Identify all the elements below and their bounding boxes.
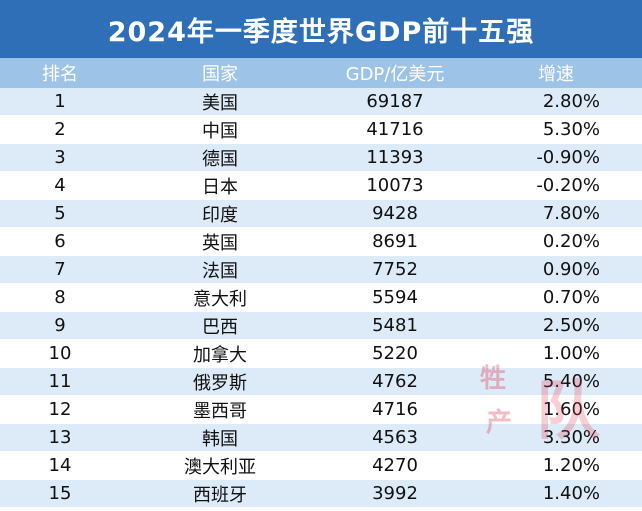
cell-gdp: 4716 <box>372 399 418 420</box>
cell-country: 澳大利亚 <box>184 456 256 478</box>
cell-gdp: 69187 <box>366 91 424 112</box>
cell-gdp: 5594 <box>372 287 418 308</box>
cell-growth: -0.20% <box>536 175 600 196</box>
cell-gdp: 11393 <box>366 147 424 168</box>
cell-country: 巴西 <box>202 316 238 338</box>
table-row: 7 法国 7752 0.90% <box>0 256 642 284</box>
cell-growth: 5.30% <box>542 119 600 140</box>
cell-rank: 15 <box>48 483 72 504</box>
table-row: 1 美国 69187 2.80% <box>0 88 642 116</box>
table-row: 2 中国 41716 5.30% <box>0 116 642 144</box>
cell-growth: -0.90% <box>536 147 600 168</box>
header-growth: 增速 <box>538 64 574 85</box>
cell-country: 意大利 <box>193 288 247 310</box>
cell-rank: 5 <box>54 203 66 224</box>
cell-growth: 5.40% <box>542 371 600 392</box>
cell-rank: 2 <box>54 119 66 140</box>
table-row: 6 英国 8691 0.20% <box>0 228 642 256</box>
cell-country: 俄罗斯 <box>193 372 247 394</box>
cell-growth: 7.80% <box>542 203 600 224</box>
cell-gdp: 9428 <box>372 203 418 224</box>
header-country: 国家 <box>202 64 238 85</box>
table-body: 1 美国 69187 2.80% 2 中国 41716 5.30% 3 德国 11393 -0.90%… <box>0 88 642 511</box>
cell-growth: 1.20% <box>542 455 600 476</box>
cell-rank: 1 <box>54 91 66 112</box>
cell-country: 西班牙 <box>193 484 247 506</box>
cell-gdp: 4762 <box>372 371 418 392</box>
cell-rank: 11 <box>48 371 72 392</box>
cell-gdp: 5481 <box>372 315 418 336</box>
cell-gdp: 41716 <box>366 119 424 140</box>
cell-rank: 10 <box>48 343 72 364</box>
cell-rank: 14 <box>48 455 72 476</box>
cell-country: 英国 <box>202 232 238 254</box>
cell-country: 韩国 <box>202 428 238 450</box>
cell-rank: 8 <box>54 287 66 308</box>
cell-growth: 0.20% <box>542 231 600 252</box>
table-row: 10 加拿大 5220 1.00% <box>0 340 642 368</box>
cell-gdp: 3992 <box>372 483 418 504</box>
header-gdp: GDP/亿美元 <box>345 64 445 85</box>
cell-gdp: 10073 <box>366 175 424 196</box>
header-rank: 排名 <box>42 64 78 85</box>
cell-country: 美国 <box>202 92 238 114</box>
table-title: 2024年一季度世界GDP前十五强 <box>0 0 642 58</box>
table-row: 15 西班牙 3992 1.40% <box>0 480 642 508</box>
cell-rank: 12 <box>48 399 72 420</box>
cell-gdp: 8691 <box>372 231 418 252</box>
cell-rank: 3 <box>54 147 66 168</box>
table-row: 12 墨西哥 4716 1.60% <box>0 396 642 424</box>
cell-rank: 7 <box>54 259 66 280</box>
table-row: 3 德国 11393 -0.90% <box>0 144 642 172</box>
cell-country: 墨西哥 <box>193 400 247 422</box>
table-row: 8 意大利 5594 0.70% <box>0 284 642 312</box>
cell-growth: 3.30% <box>542 427 600 448</box>
table-row: 5 印度 9428 7.80% <box>0 200 642 228</box>
cell-gdp: 5220 <box>372 343 418 364</box>
cell-gdp: 4270 <box>372 455 418 476</box>
cell-growth: 0.70% <box>542 287 600 308</box>
cell-growth: 2.80% <box>542 91 600 112</box>
cell-country: 加拿大 <box>193 344 247 366</box>
cell-rank: 6 <box>54 231 66 252</box>
cell-growth: 1.40% <box>542 483 600 504</box>
table-row: 11 俄罗斯 4762 5.40% <box>0 368 642 396</box>
cell-country: 法国 <box>202 260 238 282</box>
cell-growth: 1.00% <box>542 343 600 364</box>
table-row: 14 澳大利亚 4270 1.20% <box>0 452 642 480</box>
cell-rank: 4 <box>54 175 66 196</box>
cell-growth: 2.50% <box>542 315 600 336</box>
cell-growth: 0.90% <box>542 259 600 280</box>
cell-gdp: 7752 <box>372 259 418 280</box>
table-header-row: 排名 国家 GDP/亿美元 增速 <box>0 58 642 88</box>
cell-country: 德国 <box>202 148 238 170</box>
table-row: 13 韩国 4563 3.30% <box>0 424 642 452</box>
table-row: 9 巴西 5481 2.50% <box>0 312 642 340</box>
cell-country: 中国 <box>202 120 238 142</box>
cell-growth: 1.60% <box>542 399 600 420</box>
cell-rank: 9 <box>54 315 66 336</box>
cell-country: 日本 <box>202 176 238 198</box>
cell-rank: 13 <box>48 427 72 448</box>
table-row: 4 日本 10073 -0.20% <box>0 172 642 200</box>
cell-country: 印度 <box>202 204 238 226</box>
cell-gdp: 4563 <box>372 427 418 448</box>
